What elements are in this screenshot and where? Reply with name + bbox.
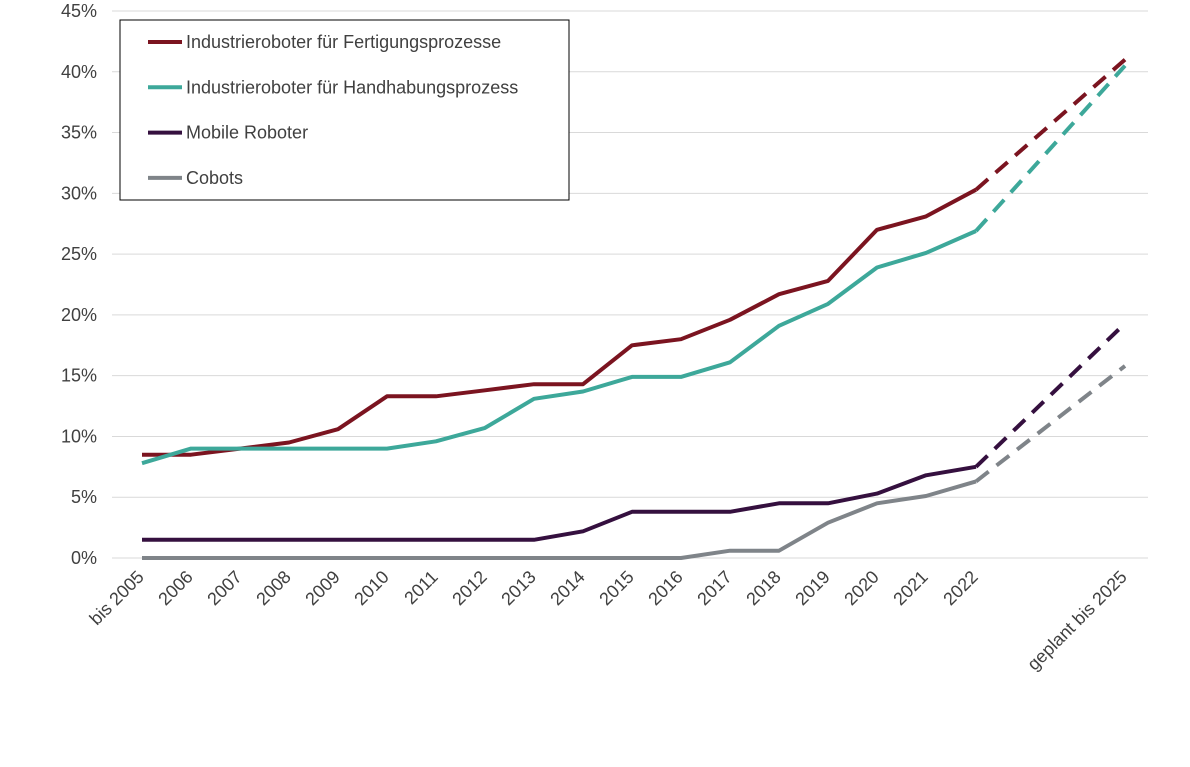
y-axis-ticks: 0% 5% 10% 15% 20% 25% 30% 35% 40% 45% (61, 1, 97, 568)
series-projection-4 (974, 364, 1127, 483)
x-tick-label: 2016 (644, 567, 686, 609)
legend-box (119, 19, 570, 201)
series-projection-1 (974, 58, 1127, 192)
x-tick-label: 2008 (252, 567, 294, 609)
x-tick-label: 2019 (791, 567, 833, 609)
x-tick-label: 2022 (939, 567, 981, 609)
y-tick-label: 30% (61, 183, 97, 203)
x-tick-label: 2018 (742, 567, 784, 609)
x-tick-label: 2021 (889, 567, 931, 609)
series-line-3 (142, 464, 977, 542)
x-tick-label: 2013 (497, 567, 539, 609)
y-tick-label: 5% (71, 487, 97, 507)
series-line-4 (142, 479, 977, 560)
y-tick-label: 20% (61, 305, 97, 325)
y-tick-label: 0% (71, 548, 97, 568)
series-projection-3 (974, 321, 1127, 469)
y-tick-label: 25% (61, 244, 97, 264)
x-tick-label: 2020 (840, 567, 882, 609)
series-projection-2 (974, 64, 1127, 233)
legend-label: Cobots (186, 168, 243, 188)
x-axis-ticks: bis 2005 2006 2007 2008 2009 2010 2011 2012 2013… (86, 567, 1131, 675)
series-line-2 (141, 229, 977, 466)
x-tick-label: 2009 (301, 567, 343, 609)
x-tick-label: 2010 (350, 567, 392, 609)
x-tick-label: 2006 (154, 567, 196, 609)
x-tick-label: 2011 (400, 567, 442, 609)
x-tick-label: 2007 (203, 567, 245, 609)
legend-label: Industrieroboter für Fertigungsprozesse (186, 32, 501, 52)
y-tick-label: 35% (61, 123, 97, 143)
x-tick-label: geplant bis 2025 (1023, 567, 1131, 675)
legend-label: Industrieroboter für Handhabungsprozess (186, 77, 518, 97)
x-tick-label: 2017 (693, 567, 735, 609)
y-tick-label: 40% (61, 62, 97, 82)
x-tick-label: 2015 (595, 567, 637, 609)
series-line-1 (142, 187, 977, 457)
legend: Industrieroboter für Fertigungsprozesse I… (119, 19, 570, 201)
series-lines (141, 58, 1127, 560)
y-tick-label: 45% (61, 1, 97, 21)
x-tick-label: 2014 (546, 567, 588, 609)
x-tick-label: bis 2005 (86, 567, 148, 629)
legend-label: Mobile Roboter (186, 123, 308, 143)
y-tick-label: 15% (61, 366, 97, 386)
y-tick-label: 10% (61, 426, 97, 446)
x-tick-label: 2012 (448, 567, 490, 609)
